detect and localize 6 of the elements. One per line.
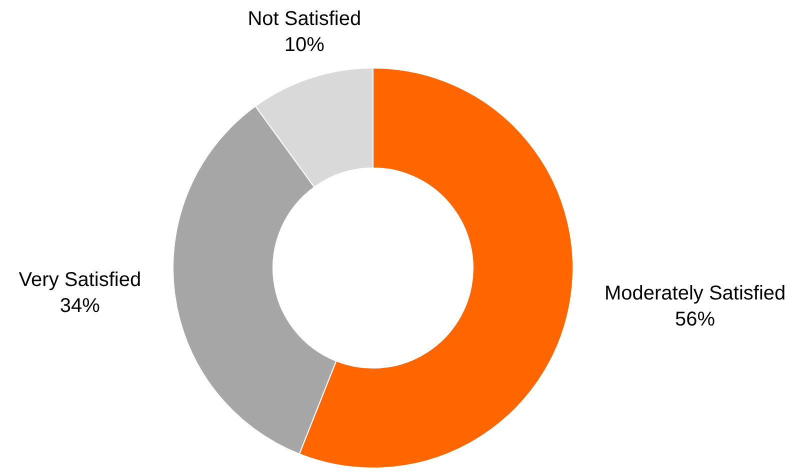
data-label: 34% [60, 294, 100, 317]
slice-label: Very Satisfied [18, 268, 142, 291]
data-label: 56% [675, 308, 716, 331]
slice-label: Moderately Satisfied [604, 282, 786, 305]
slice-label: Not Satisfied [248, 8, 362, 30]
data-label: 10% [284, 34, 325, 56]
